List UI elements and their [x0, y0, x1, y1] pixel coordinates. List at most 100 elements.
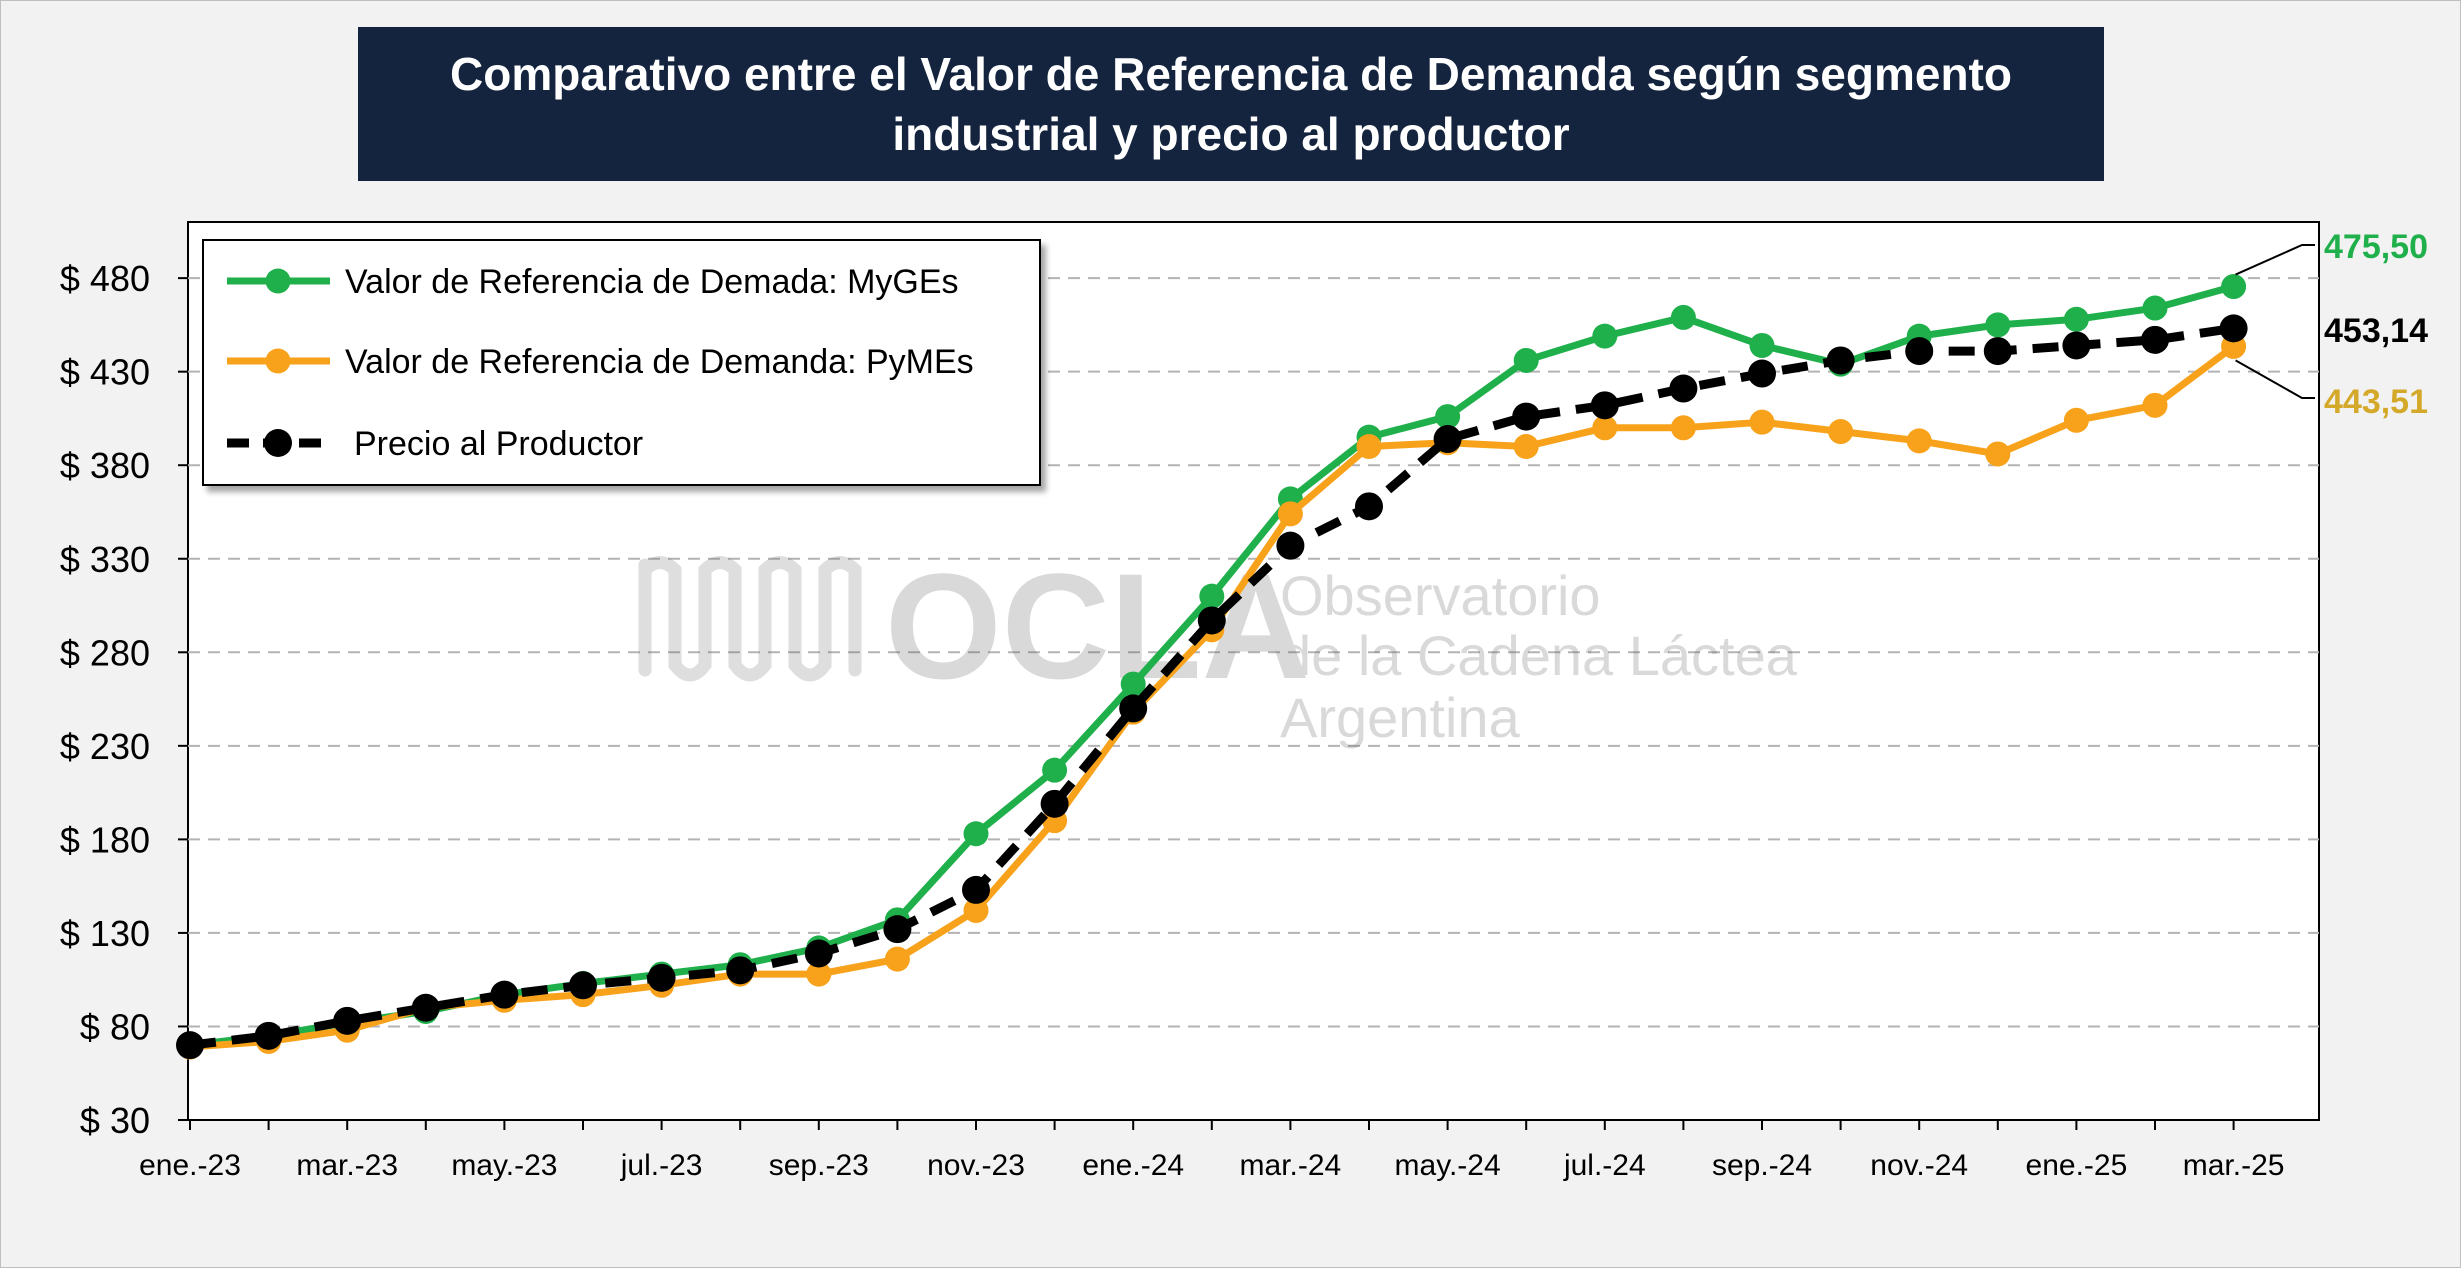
data-point	[1983, 337, 2012, 366]
data-point	[726, 956, 755, 985]
legend-label: Valor de Referencia de Demada: MyGEs	[345, 263, 959, 301]
legend-entry-3: Precio al Productor	[227, 425, 643, 463]
data-point	[2219, 314, 2248, 343]
data-point	[569, 971, 597, 1000]
y-tick-label: $ 80	[80, 1006, 150, 1047]
data-point	[1828, 419, 1854, 445]
data-point	[1826, 346, 1855, 375]
data-point	[806, 961, 832, 987]
y-tick-label: $ 430	[60, 352, 150, 393]
end-label: 475,50	[2324, 228, 2428, 266]
end-label: 453,14	[2324, 312, 2428, 350]
watermark-line-2: de la Cadena Láctea	[1280, 624, 1798, 687]
data-point	[1749, 332, 1775, 358]
chart-title: Comparativo entre el Valor de Referencia…	[450, 48, 2012, 160]
data-point	[2063, 306, 2089, 332]
data-point	[1356, 434, 1382, 459]
data-point	[1592, 415, 1618, 441]
end-label-leader	[2235, 244, 2315, 276]
legend-label: Precio al Productor	[354, 425, 643, 463]
end-labels: 475,50 443,51 453,14	[2235, 228, 2428, 421]
data-point	[1120, 671, 1146, 697]
x-tick-label: nov.-24	[1870, 1149, 1968, 1182]
data-point	[1670, 415, 1696, 441]
data-point	[1905, 337, 1934, 366]
data-point	[2062, 331, 2091, 360]
y-tick-label: $ 330	[60, 539, 150, 580]
legend-label: Valor de Referencia de Demanda: PyMEs	[345, 343, 974, 381]
watermark-line-3: Argentina	[1280, 686, 1521, 749]
watermark-logo-text: OCLA	[885, 542, 1310, 710]
series	[176, 274, 2248, 1060]
data-point	[2063, 407, 2089, 433]
series-line	[189, 323, 2235, 1050]
data-point	[1042, 757, 1068, 783]
data-point	[1748, 359, 1776, 388]
legend-entry-1: Valor de Referencia de Demada: MyGEs	[227, 263, 959, 301]
data-point	[2221, 274, 2247, 300]
x-tick-label: ene.-25	[2026, 1149, 2128, 1182]
data-point	[1512, 402, 1541, 431]
data-point	[1197, 606, 1226, 635]
data-point	[1040, 789, 1069, 818]
data-point	[1906, 428, 1932, 454]
y-tick-label: $ 230	[60, 726, 150, 767]
data-point	[1119, 694, 1148, 723]
end-label: 443,51	[2324, 383, 2428, 421]
data-point	[411, 993, 440, 1022]
data-point	[1355, 492, 1383, 521]
grid-lines	[188, 277, 2319, 1028]
data-point	[963, 821, 989, 847]
data-point	[254, 1021, 283, 1050]
end-label-leader	[2235, 359, 2315, 399]
data-point	[1513, 347, 1539, 373]
data-point	[647, 963, 676, 992]
x-tick-label: mar.-24	[1240, 1149, 1342, 1182]
data-point	[1277, 501, 1303, 527]
x-tick-label: ene.-23	[139, 1149, 241, 1182]
y-tick-label: $ 180	[60, 819, 150, 860]
y-tick-label: $ 280	[60, 632, 150, 673]
data-point	[2142, 295, 2168, 321]
legend-swatch-marker	[264, 429, 292, 457]
data-point	[1670, 304, 1696, 330]
x-tick-label: may.-23	[451, 1149, 557, 1182]
x-tick-label: jul.-23	[620, 1149, 703, 1182]
x-tick-label: jul.-24	[1563, 1149, 1646, 1182]
legend-entry-2: Valor de Referencia de Demanda: PyMEs	[227, 343, 974, 381]
x-tick-label: ene.-24	[1082, 1149, 1184, 1182]
data-point	[176, 1031, 204, 1060]
data-point	[962, 875, 990, 904]
chart-title-box: Comparativo entre el Valor de Referencia…	[358, 27, 2104, 181]
data-point	[1435, 404, 1461, 430]
data-point	[2141, 325, 2169, 354]
data-point	[804, 939, 833, 968]
y-tick-label: $ 130	[60, 913, 150, 954]
data-point	[333, 1006, 362, 1035]
watermark-line-1: Observatorio	[1280, 564, 1601, 627]
data-point	[1199, 583, 1225, 609]
y-tick-label: $ 380	[60, 445, 150, 486]
watermark-wave-icon	[638, 556, 862, 682]
legend-box	[202, 239, 1041, 486]
data-point	[1592, 323, 1618, 349]
x-tick-label: sep.-23	[769, 1149, 869, 1182]
data-point	[1985, 441, 2011, 467]
y-tick-label: $ 30	[80, 1100, 150, 1141]
data-point	[1513, 434, 1539, 459]
legend-swatch-marker	[265, 348, 291, 374]
legend-swatch-marker	[265, 268, 291, 294]
watermark: OCLA Observatorio de la Cadena Láctea Ar…	[638, 542, 1798, 749]
x-tick-label: mar.-23	[296, 1149, 398, 1182]
data-point	[2142, 392, 2168, 418]
axes: $ 30 $ 80 $ 130 $ 180 $ 230 $ 280 $ 330 $ 380 $ …	[60, 258, 2285, 1182]
data-point	[1749, 409, 1775, 435]
legend: Valor de Referencia de Demada: MyGEs Valo…	[202, 239, 1041, 486]
y-tick-label: $ 480	[60, 258, 150, 299]
data-point	[884, 946, 910, 972]
x-tick-label: mar.-25	[2183, 1149, 2285, 1182]
data-point	[1590, 391, 1619, 420]
data-point	[1669, 374, 1698, 403]
x-tick-label: may.-24	[1395, 1149, 1501, 1182]
